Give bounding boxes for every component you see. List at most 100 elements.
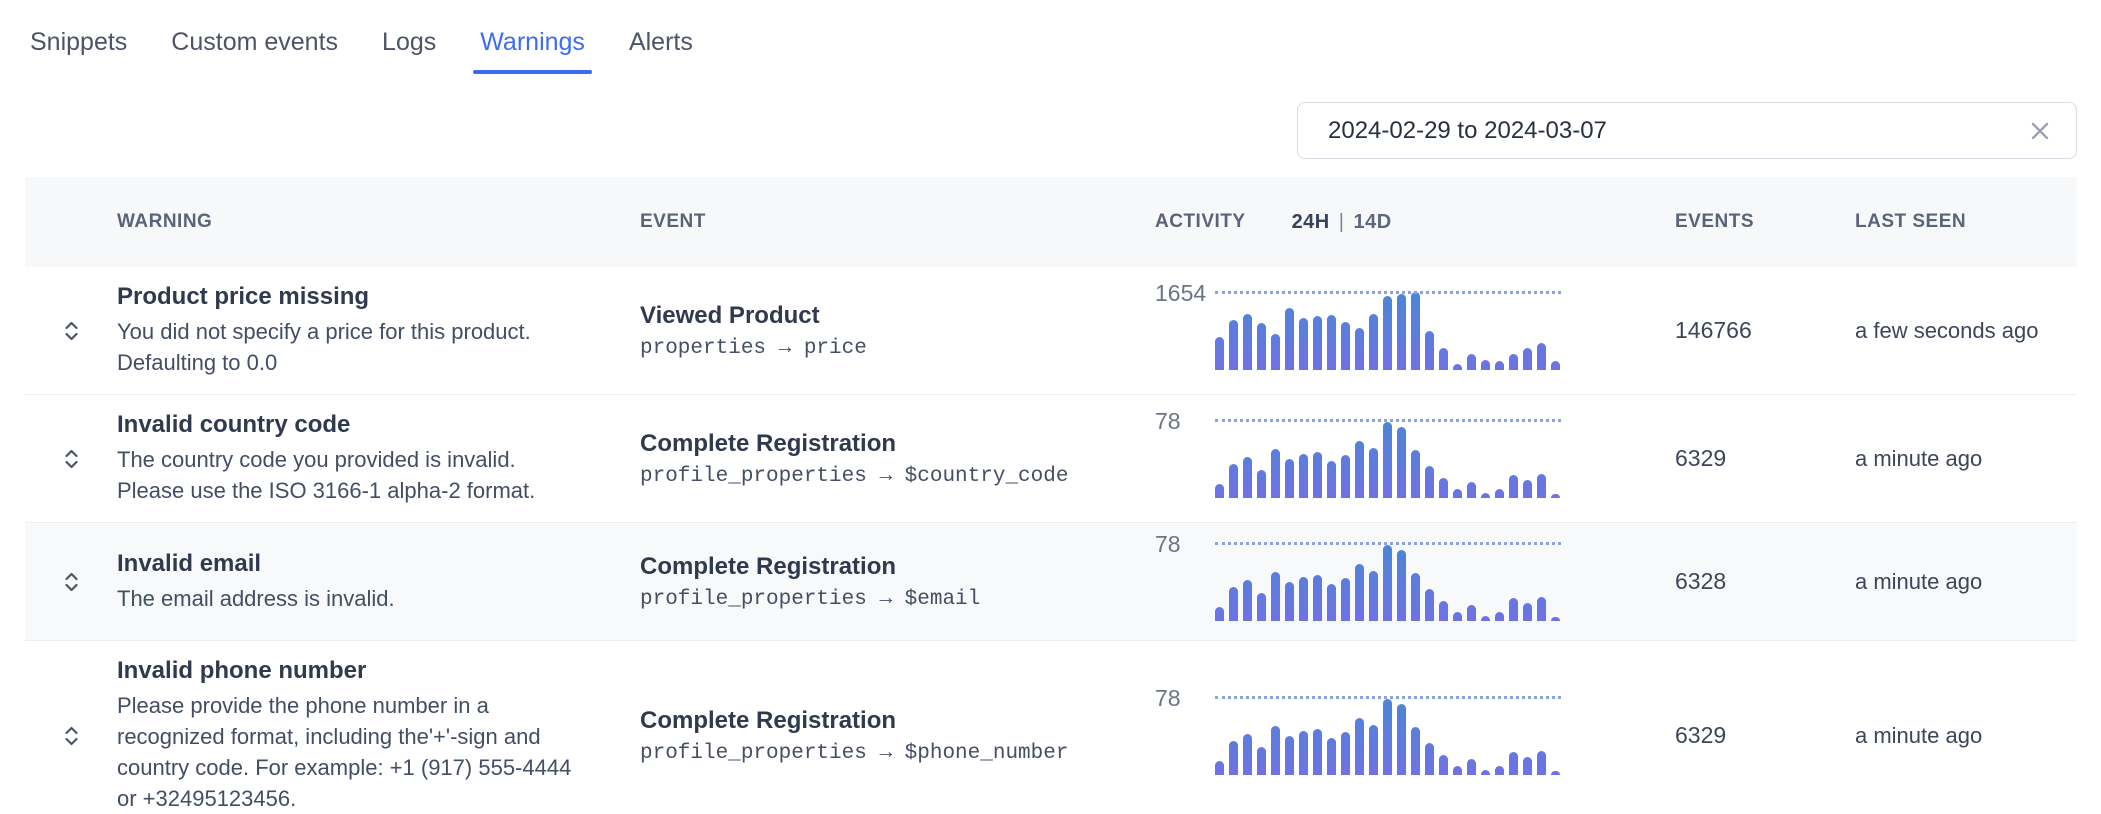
activity-bar — [1313, 451, 1322, 498]
events-count: 146766 — [1675, 317, 1752, 343]
expand-collapse-icon[interactable] — [63, 319, 80, 343]
activity-bar — [1439, 754, 1448, 775]
activity-bar — [1453, 488, 1462, 498]
activity-bar — [1439, 477, 1448, 498]
warning-title: Invalid phone number — [117, 657, 367, 684]
expand-collapse-icon[interactable] — [63, 724, 80, 748]
activity-bar — [1467, 758, 1476, 775]
activity-bar — [1215, 336, 1224, 370]
activity-bar — [1299, 317, 1308, 370]
max-dotted-line — [1215, 541, 1561, 545]
activity-bar — [1551, 360, 1560, 370]
activity-bar — [1509, 751, 1518, 775]
activity-bar — [1369, 313, 1378, 370]
activity-bar — [1285, 458, 1294, 498]
activity-bar — [1355, 327, 1364, 370]
activity-bar-chart — [1215, 418, 1561, 498]
table-row[interactable]: Invalid phone number Please provide the … — [25, 641, 2077, 814]
activity-bar — [1299, 576, 1308, 621]
activity-bar — [1523, 347, 1532, 370]
activity-bar — [1355, 440, 1364, 498]
activity-bar — [1495, 360, 1504, 370]
activity-max-label: 78 — [1155, 530, 1181, 557]
activity-bar — [1551, 770, 1560, 775]
tab-alerts[interactable]: Alerts — [628, 28, 693, 56]
activity-bar — [1369, 447, 1378, 498]
activity-bar — [1229, 319, 1238, 370]
activity-bar — [1383, 698, 1392, 775]
activity-bar — [1523, 602, 1532, 621]
activity-max-label: 1654 — [1155, 279, 1207, 306]
activity-bar — [1481, 769, 1490, 775]
tab-warnings[interactable]: Warnings — [473, 28, 592, 74]
activity-bar — [1215, 483, 1224, 498]
activity-bar — [1341, 321, 1350, 370]
activity-bar — [1509, 474, 1518, 498]
table-row[interactable]: Invalid country code The country code yo… — [25, 395, 2077, 523]
activity-sparkline: 78 — [1155, 531, 1675, 621]
event-name: Complete Registration — [640, 706, 897, 734]
date-range-input[interactable]: 2024-02-29 to 2024-03-07 — [1297, 102, 2077, 159]
activity-bar — [1425, 465, 1434, 498]
activity-bar — [1243, 313, 1252, 370]
activity-sparkline: 78 — [1155, 685, 1675, 775]
toggle-24h[interactable]: 24H — [1291, 210, 1330, 233]
activity-bar — [1425, 742, 1434, 775]
activity-bar — [1229, 740, 1238, 775]
last-seen: a minute ago — [1855, 445, 1983, 471]
activity-bar — [1411, 291, 1420, 370]
activity-bar — [1271, 571, 1280, 621]
date-range-value: 2024-02-29 to 2024-03-07 — [1328, 116, 1607, 144]
event-property: profile_properties → $phone_number — [640, 741, 1069, 765]
activity-bar — [1551, 493, 1560, 498]
activity-bar — [1411, 726, 1420, 775]
expand-collapse-icon[interactable] — [63, 570, 80, 594]
warning-title: Invalid country code — [117, 411, 351, 438]
clear-date-button[interactable] — [2026, 117, 2054, 145]
warning-description: You did not specify a price for this pro… — [117, 319, 531, 375]
activity-bar — [1411, 572, 1420, 621]
warning-description: The country code you provided is invalid… — [117, 447, 536, 503]
activity-bar — [1397, 549, 1406, 621]
tab-logs[interactable]: Logs — [382, 28, 437, 56]
table-header-row: WARNING EVENT ACTIVITY 24H | 14D EVENTS … — [25, 177, 2077, 267]
close-icon — [2031, 122, 2049, 139]
activity-bar — [1467, 353, 1476, 370]
activity-bar — [1257, 592, 1266, 621]
max-dotted-line — [1215, 418, 1561, 422]
activity-bar — [1411, 449, 1420, 498]
tab-snippets[interactable]: Snippets — [30, 28, 128, 56]
activity-bar — [1425, 588, 1434, 621]
event-property: properties → price — [640, 336, 867, 360]
activity-bar — [1313, 574, 1322, 621]
last-seen: a few seconds ago — [1855, 317, 2039, 343]
toggle-14d[interactable]: 14D — [1353, 210, 1392, 233]
activity-range-toggle[interactable]: 24H | 14D — [1292, 211, 1392, 234]
activity-bar — [1285, 735, 1294, 775]
event-column-header: EVENT — [640, 211, 706, 232]
activity-bar — [1523, 479, 1532, 498]
activity-bar — [1439, 347, 1448, 370]
activity-bar — [1341, 454, 1350, 498]
last-seen: a minute ago — [1855, 722, 1983, 748]
activity-bar-chart — [1215, 290, 1561, 370]
activity-bar — [1439, 600, 1448, 621]
warnings-table: WARNING EVENT ACTIVITY 24H | 14D EVENTS … — [25, 177, 2077, 814]
activity-bar — [1425, 330, 1434, 370]
activity-bar — [1397, 703, 1406, 775]
last-seen: a minute ago — [1855, 568, 1983, 594]
table-row[interactable]: Product price missing You did not specif… — [25, 267, 2077, 395]
activity-bar — [1327, 460, 1336, 498]
activity-sparkline: 78 — [1155, 408, 1675, 498]
activity-bar — [1509, 353, 1518, 370]
activity-bar — [1481, 615, 1490, 621]
tab-custom-events[interactable]: Custom events — [171, 28, 339, 56]
activity-bar — [1537, 596, 1546, 621]
activity-bar — [1551, 616, 1560, 621]
expand-collapse-icon[interactable] — [63, 447, 80, 471]
activity-bar — [1271, 725, 1280, 775]
activity-bar — [1341, 731, 1350, 775]
table-row[interactable]: Invalid email The email address is inval… — [25, 523, 2077, 641]
activity-bar — [1243, 579, 1252, 621]
activity-bar — [1369, 570, 1378, 621]
